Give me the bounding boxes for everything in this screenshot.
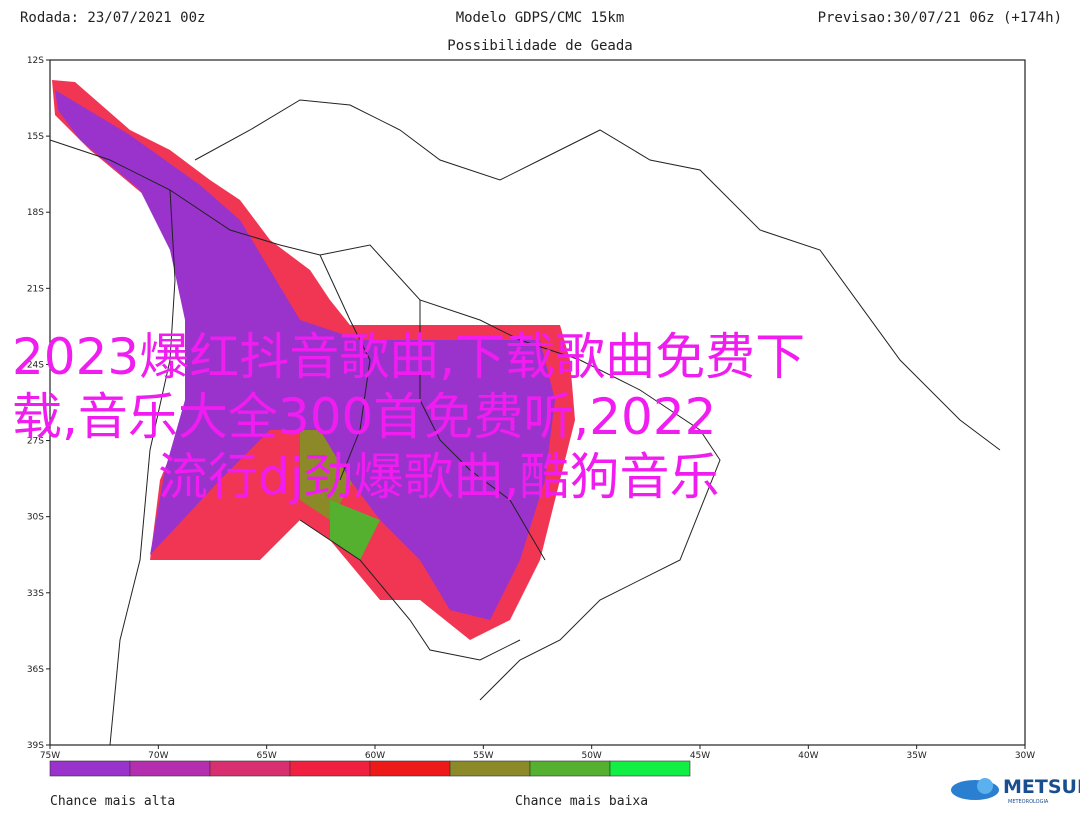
forecast-label: Previsao:30/07/21 06z (+174h) [818, 10, 1062, 26]
lon-label: 60W [365, 751, 385, 761]
longitude-labels: 75W 70W 65W 60W 55W 50W 45W 40W 35W 30W [40, 745, 1035, 761]
overlay-line: 2023爆红抖音歌曲,下载歌曲免费下 [12, 328, 805, 386]
colorbar-low-label: Chance mais baixa [515, 794, 648, 809]
latitude-labels: 12S 15S 18S 21S 24S 27S 30S 33S 36S 39S [27, 56, 50, 751]
colorbar-swatch [449, 760, 531, 777]
colorbar-swatch [529, 760, 611, 777]
colorbar [49, 760, 691, 777]
lat-label: 39S [27, 741, 44, 751]
logo-name: METSUL [1003, 776, 1080, 798]
lat-label: 12S [27, 56, 44, 66]
colorbar-high-label: Chance mais alta [50, 794, 175, 809]
colorbar-swatch [609, 760, 691, 777]
lat-label: 21S [27, 284, 44, 294]
lat-label: 24S [27, 360, 44, 370]
lat-label: 27S [27, 437, 44, 447]
model-label: Modelo GDPS/CMC 15km [456, 10, 625, 26]
lon-label: 35W [906, 751, 926, 761]
logo: METSUL METEOROLOGIA [951, 776, 1080, 805]
lat-label: 15S [27, 132, 44, 142]
lon-label: 45W [690, 751, 710, 761]
lat-label: 18S [27, 208, 44, 218]
overlay-line: 流行dj劲爆歌曲,酷狗音乐 [158, 448, 720, 506]
colorbar-swatch [289, 760, 371, 777]
lat-label: 30S [27, 513, 44, 523]
lon-label: 65W [256, 751, 276, 761]
map-area [49, 59, 1026, 746]
lon-label: 70W [148, 751, 168, 761]
map-subtitle: Possibilidade de Geada [447, 38, 632, 54]
lat-label: 36S [27, 665, 44, 675]
colorbar-swatch [129, 760, 211, 777]
lon-label: 50W [581, 751, 601, 761]
lon-label: 75W [40, 751, 60, 761]
lon-label: 40W [798, 751, 818, 761]
lon-label: 55W [473, 751, 493, 761]
colorbar-swatch [209, 760, 291, 777]
run-label: Rodada: 23/07/2021 00z [20, 10, 205, 26]
overlay-text: 2023爆红抖音歌曲,下载歌曲免费下载,音乐大全300首免费听,2022流行dj… [12, 328, 805, 506]
lon-label: 30W [1015, 751, 1035, 761]
lat-label: 33S [27, 589, 44, 599]
colorbar-swatch [369, 760, 451, 777]
overlay-line: 载,音乐大全300首免费听,2022 [12, 388, 716, 446]
logo-tagline: METEOROLOGIA [1008, 799, 1049, 805]
colorbar-swatch [49, 760, 131, 777]
